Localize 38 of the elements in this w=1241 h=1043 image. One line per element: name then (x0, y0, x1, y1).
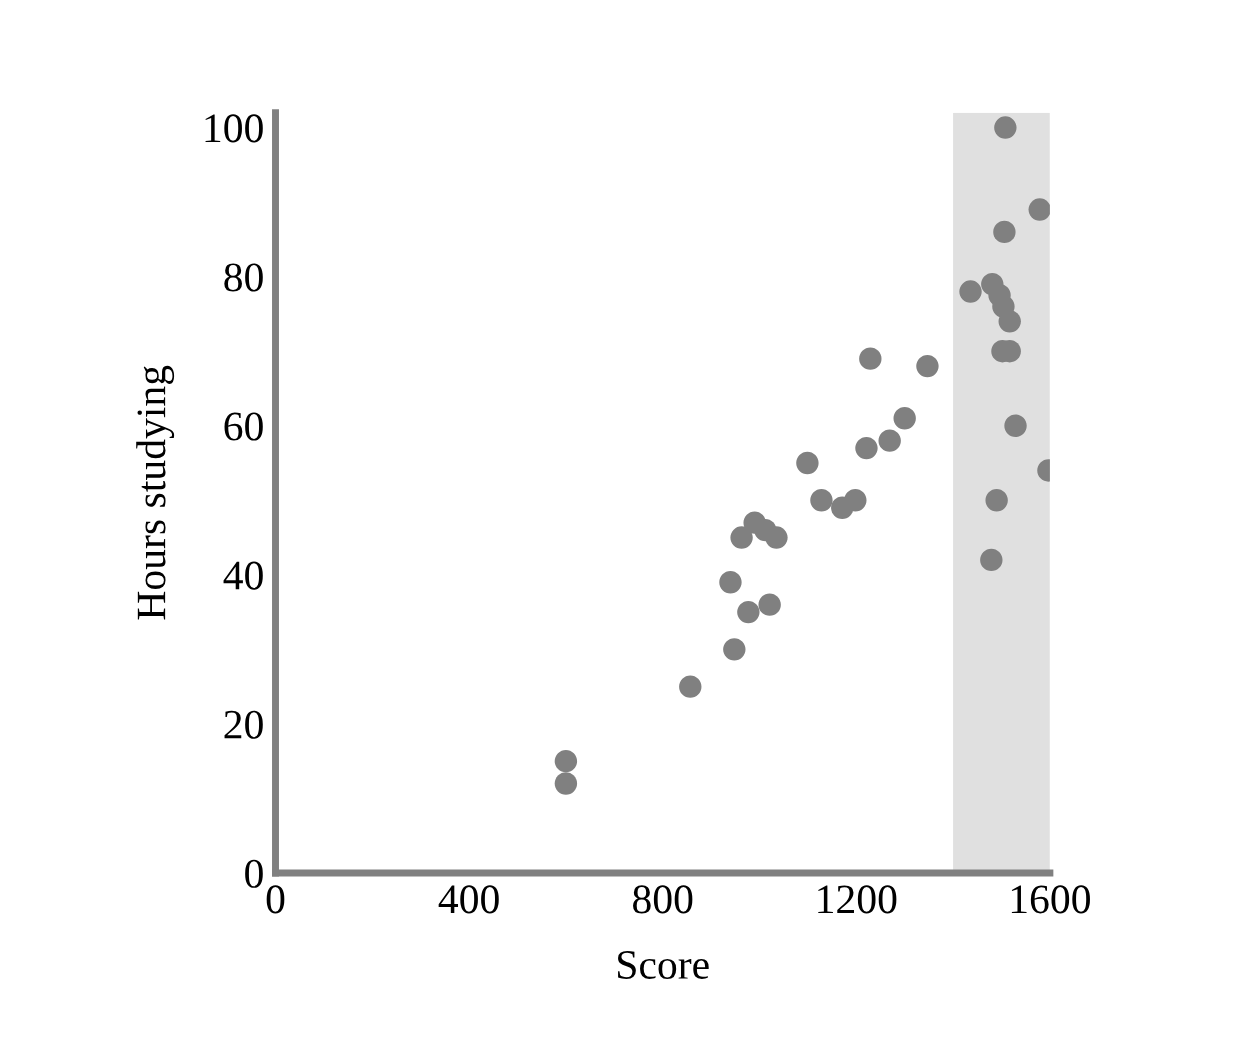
point (1028, 198, 1050, 221)
y-axis-title: Hours studying (136, 365, 175, 620)
point (893, 407, 916, 430)
point (758, 593, 781, 616)
x-tick-label: 800 (633, 885, 693, 914)
y-tick-label: 100 (205, 114, 263, 143)
y-tick-label: 80 (224, 263, 263, 292)
point (998, 310, 1021, 333)
point (554, 772, 578, 795)
x-tick-label: 400 (438, 885, 499, 914)
point (993, 220, 1016, 244)
x-tick-label: 1600 (1011, 885, 1090, 914)
point (730, 526, 753, 549)
point (980, 548, 1003, 572)
point (916, 354, 939, 378)
point (994, 116, 1017, 139)
point (737, 600, 760, 624)
y-tick-label: 40 (223, 561, 263, 590)
y-tick-label: 0 (245, 859, 263, 888)
point (723, 638, 746, 661)
point (859, 347, 882, 370)
point (765, 526, 788, 549)
point (844, 489, 867, 512)
x-axis-title: Score (618, 950, 709, 979)
point (878, 429, 901, 452)
point (855, 436, 878, 460)
y-tick-label: 20 (224, 710, 263, 739)
y-tick-label: 60 (224, 412, 263, 441)
point (679, 675, 702, 698)
point (810, 489, 833, 512)
point (959, 280, 982, 303)
x-tick-label: 0 (266, 885, 285, 914)
point (554, 749, 578, 773)
point (1004, 414, 1027, 437)
point (796, 451, 819, 475)
point (719, 571, 742, 594)
point (985, 489, 1008, 512)
x-tick-label: 1200 (818, 885, 897, 914)
